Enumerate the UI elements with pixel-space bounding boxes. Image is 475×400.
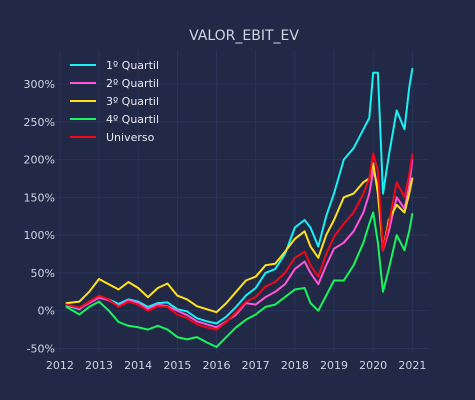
series-line-5 <box>65 152 414 331</box>
x-axis: 2012 2013 2014 2015 2016 2017 2018 2019 2020 2021 <box>46 359 427 372</box>
x-tick-label: 2016 <box>203 359 231 372</box>
legend-label: 3º Quartil <box>106 95 159 108</box>
x-tick-label: 2021 <box>398 359 426 372</box>
series-line-4 <box>65 211 414 348</box>
legend-label: 2º Quartil <box>106 77 159 90</box>
legend-label: Universo <box>106 131 155 144</box>
y-tick-label: 250% <box>24 116 55 129</box>
legend-label: 4º Quartil <box>106 113 159 126</box>
y-tick-label: 300% <box>24 78 55 91</box>
y-tick-label: 50% <box>31 267 55 280</box>
x-tick-label: 2014 <box>124 359 152 372</box>
series-layer <box>65 67 414 348</box>
x-tick-label: 2018 <box>281 359 309 372</box>
x-tick-label: 2015 <box>163 359 191 372</box>
series-line-1 <box>65 67 414 325</box>
series-line-3 <box>65 162 414 314</box>
y-tick-label: 100% <box>24 229 55 242</box>
y-tick-label: 200% <box>24 154 55 167</box>
chart-title: VALOR_EBIT_EV <box>189 28 299 44</box>
x-tick-label: 2020 <box>359 359 387 372</box>
x-tick-label: 2019 <box>320 359 348 372</box>
x-tick-label: 2012 <box>46 359 74 372</box>
y-tick-label: 150% <box>24 191 55 204</box>
y-tick-label: 0% <box>38 305 55 318</box>
x-tick-label: 2017 <box>242 359 270 372</box>
legend: 1º Quartil 2º Quartil 3º Quartil 4º Quartil… <box>70 59 159 144</box>
x-tick-label: 2013 <box>85 359 113 372</box>
y-axis: -50% 0% 50% 100% 150% 200% 250% 300% <box>24 78 55 355</box>
legend-label: 1º Quartil <box>106 59 159 72</box>
y-tick-label: -50% <box>27 342 55 355</box>
